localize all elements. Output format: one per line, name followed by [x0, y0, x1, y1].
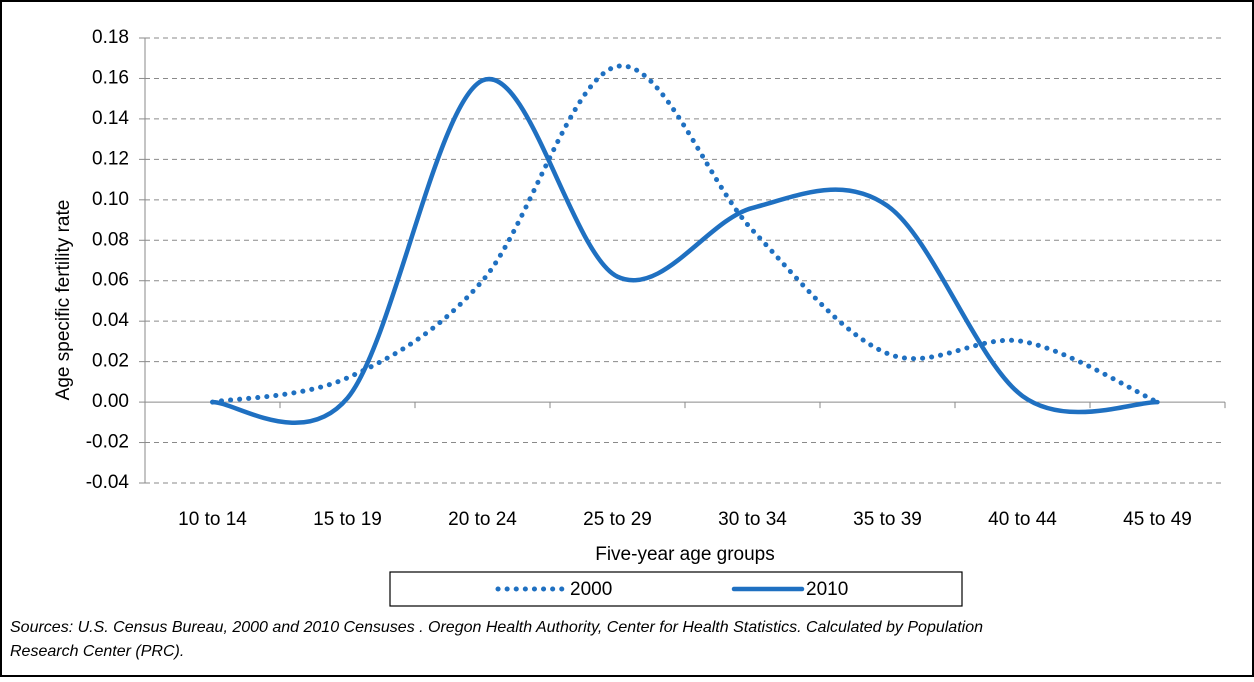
x-tick-label: 30 to 34 — [718, 509, 787, 530]
x-axis-title: Five-year age groups — [595, 544, 775, 565]
legend-label: 2000 — [570, 579, 612, 600]
y-tick-label: -0.02 — [86, 432, 129, 453]
legend-label: 2010 — [806, 579, 848, 600]
x-tick-label: 35 to 39 — [853, 509, 922, 530]
x-tick-label: 10 to 14 — [178, 509, 247, 530]
x-tick-label: 40 to 44 — [988, 509, 1057, 530]
x-tick-label: 45 to 49 — [1123, 509, 1192, 530]
y-axis-title: Age specific fertility rate — [53, 200, 74, 401]
source-note: Research Center (PRC). — [10, 643, 184, 660]
y-tick-label: 0.12 — [92, 148, 129, 169]
y-tick-label: 0.14 — [92, 108, 129, 129]
y-tick-label: 0.02 — [92, 351, 129, 372]
series-line — [210, 76, 1160, 426]
y-tick-label: 0.10 — [92, 189, 129, 210]
y-tick-label: 0.00 — [92, 391, 129, 412]
y-tick-label: 0.16 — [92, 67, 129, 88]
legend-box — [389, 571, 963, 607]
y-tick-label: 0.06 — [92, 270, 129, 291]
y-tick-label: 0.04 — [92, 310, 129, 331]
source-note: Sources: U.S. Census Bureau, 2000 and 20… — [10, 619, 983, 636]
x-tick-label: 20 to 24 — [448, 509, 517, 530]
y-tick-label: 0.18 — [92, 27, 129, 48]
x-tick-label: 25 to 29 — [583, 509, 652, 530]
series-line — [210, 63, 1160, 405]
y-tick-label: 0.08 — [92, 229, 129, 250]
y-tick-label: -0.04 — [86, 472, 130, 493]
x-tick-label: 15 to 19 — [313, 509, 382, 530]
